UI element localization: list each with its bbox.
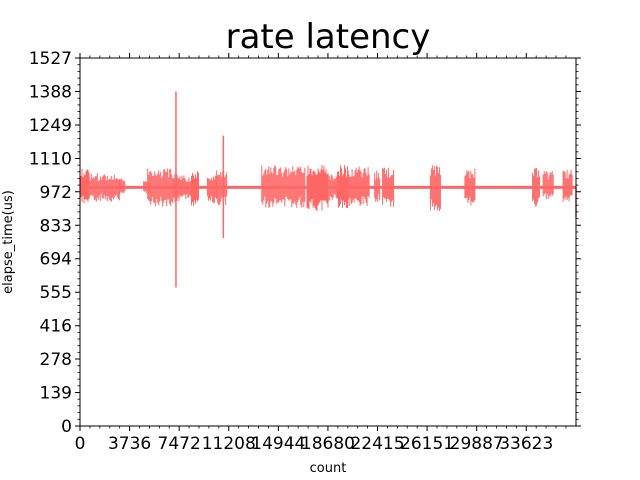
y-tick-label: 694 [40,250,72,270]
y-tick-label: 278 [40,350,72,370]
y-tick-label: 1388 [29,82,72,102]
plot-area [80,58,576,426]
plot-frame [79,57,577,427]
chart-title: rate latency [226,17,431,57]
burst-2 [119,178,126,195]
burst-13 [337,165,348,209]
latency-series [79,91,577,288]
burst-14 [347,166,370,206]
x-tick-label: 18680 [301,434,355,454]
y-tick-label: 139 [40,384,72,404]
burst-16 [382,167,395,207]
burst-21 [562,169,573,202]
burst-7 [191,171,199,206]
burst-4 [147,168,174,207]
burst-6 [180,175,192,199]
x-tick-label: 29887 [450,434,504,454]
burst-8 [206,175,217,204]
x-tick-label: 7472 [158,434,201,454]
y-tick-label: 833 [40,216,72,236]
x-tick-label: 0 [75,434,86,454]
y-axis-label: elapse_time(us) [1,190,16,294]
burst-19 [532,168,541,207]
y-tick-label: 0 [61,417,72,437]
burst-11 [306,165,329,211]
burst-10 [261,165,306,208]
x-tick-label: 26151 [400,434,454,454]
x-tick-label: 3736 [108,434,151,454]
y-axis-ticks: 0 139 278 416 555 694 833 972 1110 1249 1388 1527 [29,49,581,437]
burst-18 [464,168,476,206]
x-tick-label: 22415 [350,434,404,454]
burst-17 [429,165,441,212]
y-tick-label: 972 [40,183,72,203]
burst-1 [88,173,120,202]
y-tick-label: 1110 [29,149,72,169]
y-tick-label: 1527 [29,49,72,69]
burst-12 [327,174,338,202]
x-tick-label: 11208 [202,434,256,454]
x-tick-label: 14944 [251,434,305,454]
x-axis-ticks: 0 3736 7472 1120814944186802241526151298873… [75,53,567,454]
burst-15 [374,170,381,202]
y-tick-label: 1249 [29,116,72,136]
burst-20 [542,170,554,200]
x-axis-label: count [310,461,347,476]
x-tick-label: 33623 [499,434,553,454]
y-tick-label: 416 [40,317,72,337]
y-tick-label: 555 [40,283,72,303]
